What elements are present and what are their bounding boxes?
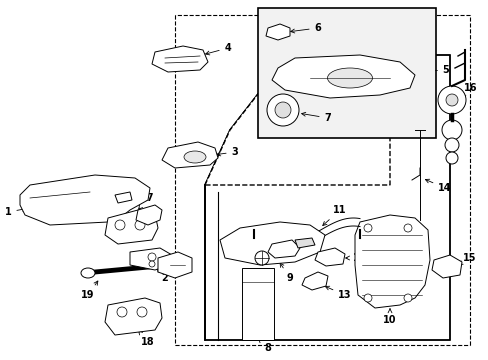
Polygon shape xyxy=(115,192,132,203)
Text: 2: 2 xyxy=(157,268,168,283)
Text: 15: 15 xyxy=(457,253,476,265)
Circle shape xyxy=(445,94,457,106)
Circle shape xyxy=(403,294,411,302)
Circle shape xyxy=(117,307,127,317)
Polygon shape xyxy=(152,46,207,72)
Ellipse shape xyxy=(327,68,372,88)
Text: 9: 9 xyxy=(280,263,293,283)
Polygon shape xyxy=(265,24,289,40)
Text: 10: 10 xyxy=(383,309,396,325)
Polygon shape xyxy=(204,55,449,340)
Circle shape xyxy=(266,94,298,126)
Text: 7: 7 xyxy=(301,112,331,123)
Polygon shape xyxy=(204,85,389,185)
Text: 13: 13 xyxy=(325,286,351,300)
Polygon shape xyxy=(431,255,461,278)
Polygon shape xyxy=(271,55,414,98)
Polygon shape xyxy=(294,238,314,248)
Ellipse shape xyxy=(183,151,205,163)
Text: 12: 12 xyxy=(345,253,366,263)
Text: 19: 19 xyxy=(81,281,98,300)
Circle shape xyxy=(135,220,145,230)
Text: 6: 6 xyxy=(290,23,321,33)
Circle shape xyxy=(403,224,411,232)
Polygon shape xyxy=(220,222,325,265)
Polygon shape xyxy=(130,248,172,270)
Text: 1: 1 xyxy=(4,207,26,217)
Circle shape xyxy=(363,224,371,232)
Polygon shape xyxy=(302,272,327,290)
Bar xyxy=(258,8,435,138)
Text: 18: 18 xyxy=(138,331,155,347)
Circle shape xyxy=(441,120,461,140)
Text: 17: 17 xyxy=(138,193,154,209)
Circle shape xyxy=(254,251,268,265)
Text: 3: 3 xyxy=(216,147,238,157)
Circle shape xyxy=(115,220,125,230)
Polygon shape xyxy=(158,252,192,278)
Circle shape xyxy=(148,253,156,261)
Circle shape xyxy=(437,86,465,114)
Text: 16: 16 xyxy=(461,83,477,96)
Polygon shape xyxy=(162,142,218,168)
Polygon shape xyxy=(105,298,162,335)
Polygon shape xyxy=(354,215,429,308)
Bar xyxy=(242,268,273,340)
Circle shape xyxy=(444,138,458,152)
Circle shape xyxy=(137,307,147,317)
Ellipse shape xyxy=(81,268,95,278)
Circle shape xyxy=(149,261,155,267)
Text: 5: 5 xyxy=(441,65,448,75)
Circle shape xyxy=(445,152,457,164)
Polygon shape xyxy=(105,210,158,244)
Circle shape xyxy=(274,102,290,118)
Text: 8: 8 xyxy=(258,339,271,353)
Polygon shape xyxy=(20,175,150,225)
Circle shape xyxy=(363,294,371,302)
Text: 4: 4 xyxy=(205,43,231,55)
Polygon shape xyxy=(136,205,162,225)
Text: 11: 11 xyxy=(322,205,346,225)
Polygon shape xyxy=(267,240,299,258)
Polygon shape xyxy=(314,248,345,266)
Text: 14: 14 xyxy=(425,179,451,193)
